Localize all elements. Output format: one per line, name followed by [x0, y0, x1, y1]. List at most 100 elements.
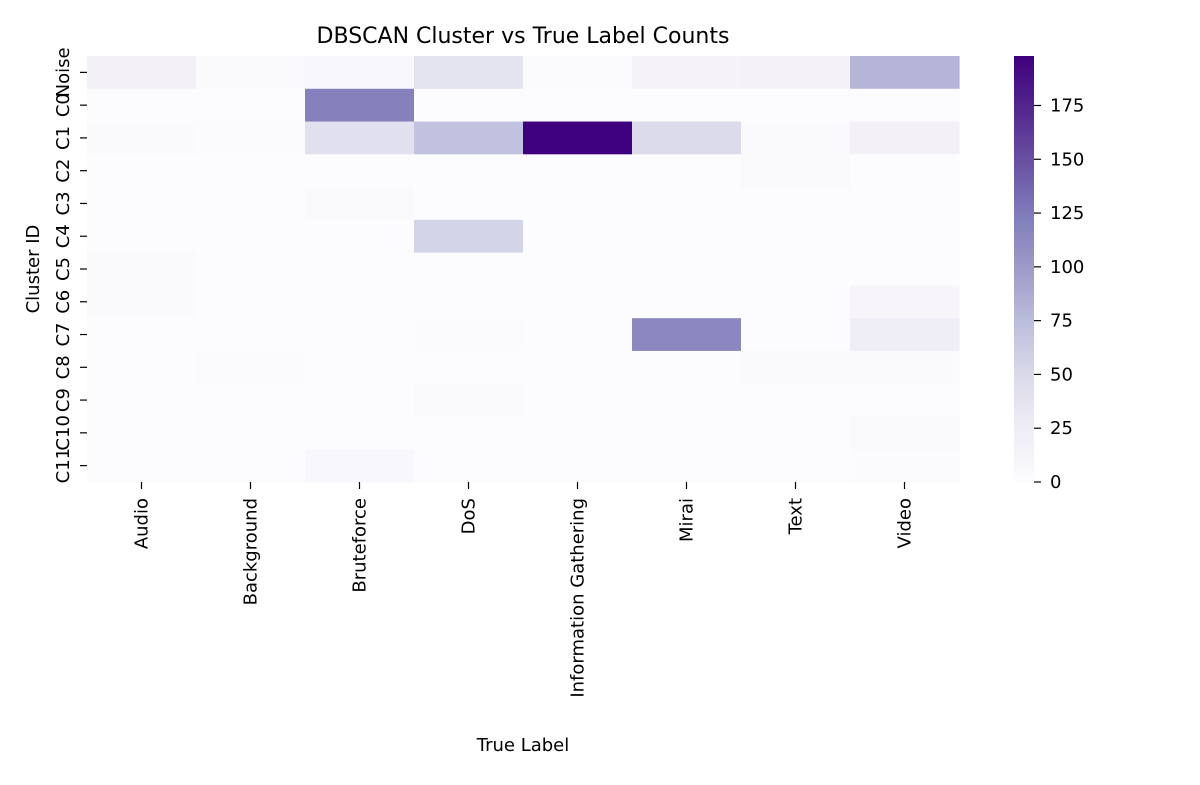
heatmap-cell-c6-video [850, 285, 960, 319]
x-tick-label: Background [241, 498, 262, 605]
heatmap-cell-c8-dos [414, 350, 524, 385]
heatmap-cell-c2-mirai [632, 154, 742, 188]
heatmap-cell-c10-video [850, 416, 960, 450]
heatmap-cell-c8-video [850, 350, 960, 385]
heatmap-cell-c8-audio [87, 350, 197, 385]
heatmap-cell-c5-dos [414, 252, 524, 286]
heatmap-cell-c10-dos [414, 416, 524, 450]
heatmap-cell-c10-text [741, 416, 851, 450]
colorbar-tick-label: 125 [1050, 203, 1084, 224]
x-tick-label: Text [786, 498, 807, 535]
x-axis-label: True Label [476, 735, 570, 756]
x-tick-label: DoS [459, 498, 480, 534]
heatmap-cell-c5-video [850, 252, 960, 286]
heatmap-cell-c5-text [741, 252, 851, 286]
heatmap-cell-c9-dos [414, 383, 524, 418]
heatmap-cell-c5-mirai [632, 252, 742, 286]
heatmap-cell-c11-audio [87, 449, 197, 483]
heatmap-cell-c11-background [196, 449, 306, 483]
heatmap-cell-c2-bruteforce [305, 154, 415, 188]
heatmap-cell-c0-dos [414, 88, 524, 123]
x-tick-label: Video [895, 498, 916, 548]
heatmap-cell-c6-bruteforce [305, 285, 415, 319]
heatmap-cell-c5-information-gathering [523, 252, 633, 286]
heatmap-cell-c2-dos [414, 154, 524, 188]
y-tick-label: C10 [53, 415, 74, 450]
colorbar-tick-label: 75 [1050, 311, 1073, 332]
colorbar-gradient [1014, 56, 1034, 482]
heatmap-cell-c1-bruteforce [305, 121, 415, 155]
heatmap-cell-c7-bruteforce [305, 318, 415, 352]
y-tick-label: C9 [53, 388, 74, 412]
heatmap-cell-noise-video [850, 56, 960, 90]
heatmap-cell-c2-information-gathering [523, 154, 633, 188]
y-tick-label: C4 [53, 224, 74, 248]
heatmap-cell-c6-dos [414, 285, 524, 319]
y-tick-label: C2 [53, 159, 74, 183]
heatmap-cell-c7-mirai [632, 318, 742, 352]
heatmap-cell-c3-video [850, 187, 960, 221]
heatmap-cell-c3-background [196, 187, 306, 221]
heatmap-cell-noise-bruteforce [305, 56, 415, 90]
heatmap-cell-c5-background [196, 252, 306, 286]
heatmap-cell-c4-text [741, 219, 851, 254]
heatmap-cell-c7-text [741, 318, 851, 352]
heatmap-cell-noise-information-gathering [523, 56, 633, 90]
heatmap-cell-c4-dos [414, 219, 524, 254]
heatmap-cell-c6-information-gathering [523, 285, 633, 319]
heatmap-cell-c1-video [850, 121, 960, 155]
heatmap-cell-c8-mirai [632, 350, 742, 385]
heatmap-cell-c8-text [741, 350, 851, 385]
heatmap-cell-noise-mirai [632, 56, 742, 90]
heatmap-cell-c5-bruteforce [305, 252, 415, 286]
heatmap-cell-c1-dos [414, 121, 524, 155]
heatmap-cell-c3-text [741, 187, 851, 221]
colorbar-tick-label: 25 [1050, 418, 1073, 439]
heatmap-cell-c3-mirai [632, 187, 742, 221]
heatmap-cell-c7-information-gathering [523, 318, 633, 352]
colorbar-tick-label: 150 [1050, 149, 1084, 170]
y-tick-label: C1 [53, 126, 74, 150]
heatmap-cell-c11-video [850, 449, 960, 483]
heatmap-cell-c10-audio [87, 416, 197, 450]
heatmap-cell-c11-bruteforce [305, 449, 415, 483]
colorbar-tick-label: 0 [1050, 472, 1061, 493]
heatmap-cell-c6-audio [87, 285, 197, 319]
heatmap-cell-c8-bruteforce [305, 350, 415, 385]
heatmap-cell-c10-background [196, 416, 306, 450]
heatmap-cell-c9-information-gathering [523, 383, 633, 418]
heatmap-cell-c4-background [196, 219, 306, 254]
heatmap-cell-c1-mirai [632, 121, 742, 155]
heatmap-cell-c10-bruteforce [305, 416, 415, 450]
heatmap-cell-c9-video [850, 383, 960, 418]
heatmap-cell-c7-background [196, 318, 306, 352]
y-tick-label: C5 [53, 257, 74, 281]
colorbar-tick-label: 50 [1050, 364, 1073, 385]
heatmap-cell-c2-background [196, 154, 306, 188]
heatmap-cell-c9-text [741, 383, 851, 418]
heatmap-cell-c3-information-gathering [523, 187, 633, 221]
y-tick-label: C8 [53, 355, 74, 379]
heatmap-cell-c10-information-gathering [523, 416, 633, 450]
heatmap-cell-c9-background [196, 383, 306, 418]
heatmap-cell-c11-dos [414, 449, 524, 483]
heatmap-cell-c4-audio [87, 219, 197, 254]
heatmap-cell-c0-text [741, 88, 851, 123]
colorbar-tick-label: 100 [1050, 257, 1084, 278]
y-tick-label: C0 [53, 93, 74, 117]
heatmap-cell-c2-text [741, 154, 851, 188]
heatmap-cell-c4-video [850, 219, 960, 254]
heatmap-cell-c8-information-gathering [523, 350, 633, 385]
heatmap-cell-noise-audio [87, 56, 197, 90]
x-tick-label: Bruteforce [350, 498, 371, 593]
heatmap-cell-c6-mirai [632, 285, 742, 319]
heatmap-cells [87, 56, 960, 483]
heatmap-cell-c11-information-gathering [523, 449, 633, 483]
heatmap-cell-c6-background [196, 285, 306, 319]
chart-title: DBSCAN Cluster vs True Label Counts [317, 24, 730, 49]
heatmap-cell-c5-audio [87, 252, 197, 286]
y-tick-label: C3 [53, 191, 74, 215]
heatmap-cell-c9-audio [87, 383, 197, 418]
heatmap-cell-c3-bruteforce [305, 187, 415, 221]
